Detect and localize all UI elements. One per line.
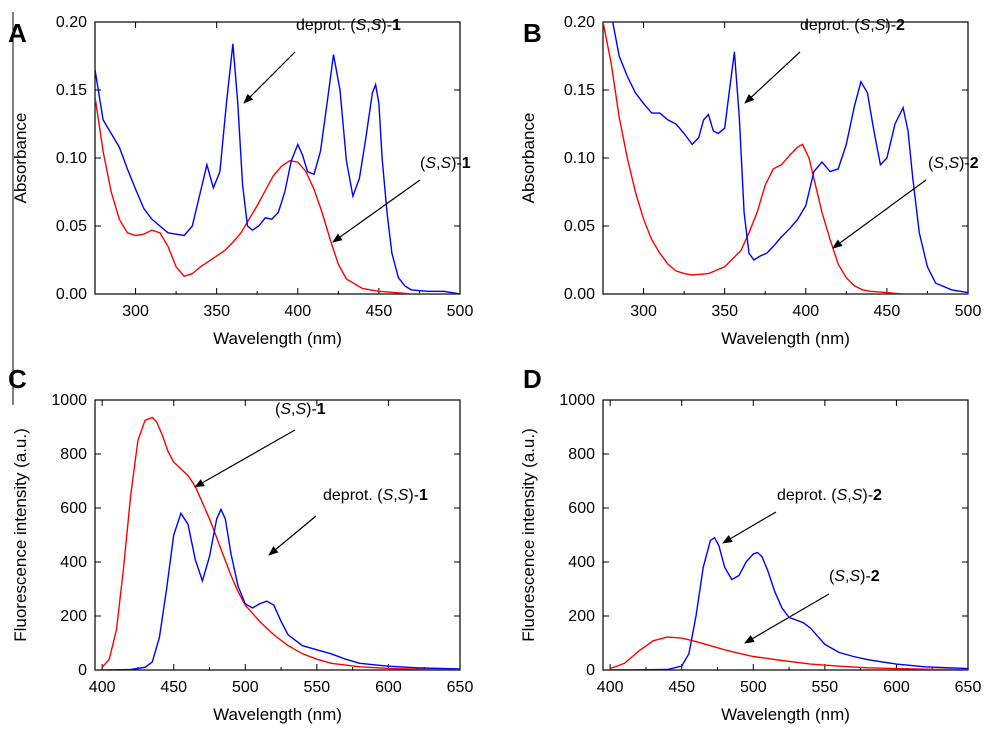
y-tick-label: 800 [60,446,87,463]
series-line-blue [610,536,968,670]
x-tick-label: 650 [447,679,474,696]
chart-panel-b: B 300 350 400 450 500 0.00 0.05 0.10 0.15 0.20 Wave… [519,14,981,348]
chart-panel-a: A 300 350 400 450 500 0.00 0.05 0.10 0.15 0.20 Wave… [8,14,473,348]
annotation-label: deprot. (S,S)-1 [296,17,401,34]
x-tick-label: 350 [203,303,230,320]
x-axis-label: Wavelength (nm) [721,705,850,724]
y-tick-label: 1000 [51,392,87,409]
panel-letter: D [523,364,542,394]
x-tick-label: 550 [812,679,839,696]
y-tick-label: 0.00 [56,286,87,303]
y-tick-label: 0.05 [564,218,595,235]
panel-letter: B [523,18,542,48]
series-line-red [603,22,968,294]
series-line-blue [102,507,460,670]
x-tick-label: 500 [740,679,767,696]
x-tick-label: 650 [955,679,982,696]
y-tick-label: 400 [568,554,595,571]
x-tick-label: 500 [955,303,982,320]
annotation-arrow [243,51,296,104]
annotation-arrow [332,179,421,243]
x-tick-label: 450 [874,303,901,320]
x-tick-label: 450 [668,679,695,696]
annotation-label: (S,S)-2 [928,155,979,172]
x-tick-label: 600 [375,679,402,696]
annotation-arrow [722,511,777,544]
annotation-label: (S,S)-1 [420,155,471,172]
x-tick-label: 350 [711,303,738,320]
y-tick-label: 0.10 [56,150,87,167]
series-line-blue [612,22,968,294]
plot-frame [602,21,969,295]
plot-frame [94,399,461,671]
y-axis-label: Fluorescence intensity (a.u.) [11,428,30,642]
y-tick-label: 0.10 [564,150,595,167]
y-tick-label: 400 [60,554,87,571]
y-tick-label: 200 [60,608,87,625]
annotation-arrow [744,593,830,644]
annotation-arrow [194,429,296,488]
y-tick-label: 0.20 [56,14,87,31]
y-axis-label: Absorbance [11,113,30,204]
panel-letter: C [8,364,27,394]
annotation-arrow [268,515,317,556]
x-tick-label: 400 [284,303,311,320]
x-axis-label: Wavelength (nm) [721,329,850,348]
y-tick-label: 1000 [559,392,595,409]
x-tick-label: 450 [366,303,393,320]
annotation-label: deprot. (S,S)-1 [323,487,428,504]
x-tick-label: 500 [232,679,259,696]
y-tick-label: 0.15 [56,82,87,99]
y-tick-label: 0.05 [56,218,87,235]
chart-panel-c: C 400 450 500 550 600 650 0 200 400 600 800 1000 Wave… [8,364,473,724]
y-tick-label: 0.20 [564,14,595,31]
panel-letter: A [8,18,27,48]
x-axis-label: Wavelength (nm) [213,705,342,724]
series-line-blue [95,43,460,294]
y-tick-label: 0 [586,662,595,679]
annotation-label: deprot. (S,S)-2 [800,17,905,34]
y-tick-label: 0.00 [564,286,595,303]
annotation-arrow [744,51,801,104]
annotation-label: (S,S)-2 [829,568,880,585]
chart-panel-d: D 400 450 500 550 600 650 0 200 400 600 800 1000 Wave… [519,364,981,724]
x-tick-label: 400 [792,303,819,320]
plot-frame [94,21,461,295]
plot-frame [602,399,969,671]
x-tick-label: 300 [122,303,149,320]
annotation-arrow [832,179,927,249]
series-line-red [609,636,968,670]
x-tick-label: 550 [304,679,331,696]
y-tick-label: 600 [60,500,87,517]
y-tick-label: 200 [568,608,595,625]
annotation-label: deprot. (S,S)-2 [777,487,882,504]
series-line-red [101,416,460,670]
x-tick-label: 300 [630,303,657,320]
x-tick-label: 500 [447,303,474,320]
y-tick-label: 0.15 [564,82,595,99]
x-axis-label: Wavelength (nm) [213,329,342,348]
x-tick-label: 400 [89,679,116,696]
y-axis-label: Absorbance [519,113,538,204]
y-axis-label: Fluorescence intensity (a.u.) [519,428,538,642]
annotation-label: (S,S)-1 [275,401,326,418]
x-tick-label: 450 [160,679,187,696]
y-tick-label: 800 [568,446,595,463]
y-tick-label: 600 [568,500,595,517]
x-tick-label: 400 [597,679,624,696]
x-tick-label: 600 [883,679,910,696]
series-line-red [95,96,460,294]
y-tick-label: 0 [78,662,87,679]
